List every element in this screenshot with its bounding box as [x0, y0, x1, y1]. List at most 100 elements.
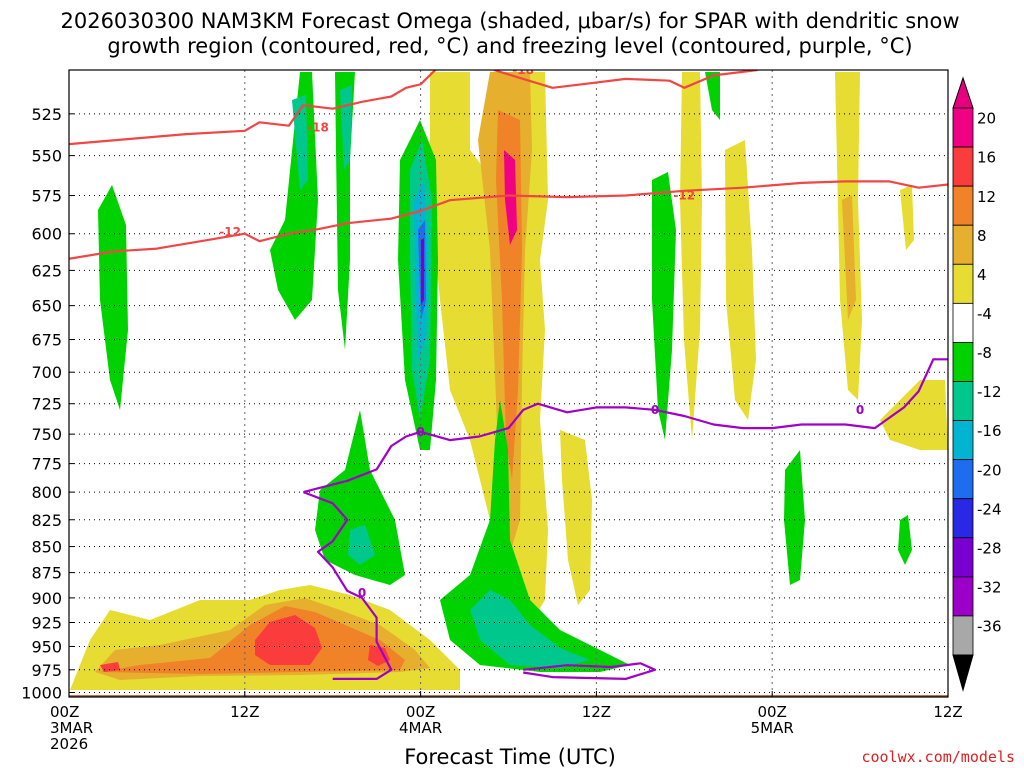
y-tick-label: 925: [31, 614, 62, 633]
colorbar-swatch: [952, 146, 974, 187]
contour-label: -12: [219, 225, 241, 239]
colorbar-tick-label: -12: [977, 383, 1002, 401]
colorbar-swatch: [952, 302, 974, 343]
contour-freezing-level-surface-: [523, 662, 657, 680]
omega-ascent-gold-late: [842, 195, 856, 320]
colorbar-swatch: [952, 381, 974, 421]
omega-low-level-red: [255, 615, 322, 665]
colorbar-swatch: [952, 615, 974, 656]
colorbar-tick-label: 4: [977, 266, 987, 284]
y-tick-label: 650: [31, 297, 62, 316]
y-tick-label: 850: [31, 538, 62, 557]
y-tick-label: 575: [31, 187, 62, 206]
chart-title-line-2: growth region (contoured, red, °C) and f…: [107, 34, 912, 58]
contour-label: 0: [651, 403, 659, 417]
contour-label: 0: [856, 403, 864, 417]
omega-descent-purple: [421, 238, 424, 305]
y-tick-label: 625: [31, 261, 62, 280]
omega-ascent-yellow-late-1: [680, 72, 702, 440]
omega-low-level-orange: [100, 606, 405, 674]
x-tick-label: 12Z: [582, 703, 611, 721]
contour-label: 0: [358, 586, 366, 600]
y-tick-label: 600: [31, 225, 62, 244]
colorbar-swatch: [952, 576, 974, 617]
omega-column-yellow-side: [560, 430, 592, 605]
y-axis: 525 550 575 600 625 650 675 700 725 750 775 800 825 8…: [21, 105, 74, 703]
colorbar-swatch: [952, 498, 974, 539]
omega-descent-teal-late-low: [470, 590, 590, 668]
y-tick-label: 725: [31, 395, 62, 414]
omega-ascent-yellow-late-2: [725, 140, 756, 420]
contour-label: -12: [673, 189, 695, 203]
x-tick-label: 00Z: [758, 703, 787, 721]
omega-descent-teal-low: [348, 525, 375, 565]
contour-label: -18: [307, 120, 329, 134]
colorbar-tick-label: -36: [977, 618, 1002, 636]
omega-descent-green-late-3: [705, 72, 720, 120]
colorbar-tick-label: -8: [977, 344, 992, 362]
colorbar: 20 16 12 8 4 -4 -8 -12 -16 -20 -24 -28 -32 -36: [952, 76, 1002, 692]
y-tick-label: 550: [31, 147, 62, 166]
ground-surface: [69, 695, 948, 697]
omega-ascent-yellow-late-5: [900, 185, 914, 250]
colorbar-tick-label: 12: [977, 188, 996, 206]
y-tick-label: 875: [31, 564, 62, 583]
x-tick-label: 00Z: [406, 703, 435, 721]
colorbar-tick-label: 20: [977, 110, 996, 128]
y-tick-label: 975: [31, 661, 62, 680]
omega-descent-green-late-4: [784, 450, 805, 585]
x-tick-label: 12Z: [230, 703, 259, 721]
y-tick-label: 825: [31, 511, 62, 530]
contour-freezing-level: [303, 358, 948, 494]
y-tick-label: 1000: [21, 684, 62, 703]
contour-label: -18: [512, 63, 534, 77]
y-tick-label: 775: [31, 455, 62, 474]
colorbar-bottom-arrow: [952, 654, 974, 692]
colorbar-swatch: [952, 420, 974, 461]
y-tick-label: 950: [31, 637, 62, 656]
contour-dendritic-top: [69, 70, 437, 146]
plot-area: -18 -18 -12 -12 0 0 0 0: [69, 63, 948, 697]
omega-column-magenta: [504, 150, 517, 245]
contour-dendritic-top-late-: [493, 70, 758, 89]
colorbar-tick-label: -4: [977, 305, 992, 323]
colorbar-tick-label: -24: [977, 500, 1002, 518]
omega-descent-green-low: [315, 410, 405, 585]
colorbar-tick-label: -32: [977, 579, 1002, 597]
colorbar-swatch: [952, 107, 974, 148]
y-tick-label: 750: [31, 425, 62, 444]
x-tick-label: 12Z: [933, 703, 962, 721]
y-tick-label: 700: [31, 363, 62, 382]
colorbar-tick-label: -28: [977, 539, 1002, 557]
omega-ascent-yellow-late-4: [880, 380, 948, 450]
colorbar-tick-label: -20: [977, 461, 1002, 479]
colorbar-swatch: [952, 185, 974, 226]
colorbar-top-arrow: [952, 76, 974, 109]
omega-descent-green-early-1: [98, 185, 128, 410]
contour-freezing-level-low-: [303, 491, 393, 680]
colorbar-tick-label: -16: [977, 422, 1002, 440]
colorbar-swatch: [952, 342, 974, 382]
colorbar-swatch: [952, 459, 974, 500]
omega-descent-teal-early: [292, 95, 308, 190]
x-tick-label: 00Z: [50, 703, 79, 721]
contours: -18 -18 -12 -12 0 0 0 0: [69, 63, 948, 680]
credit-text: coolwx.com/models: [861, 748, 1015, 766]
x-axis-label: Forecast Time (UTC): [404, 745, 616, 768]
x-tick-label: 3MAR: [50, 719, 93, 737]
y-tick-label: 525: [31, 105, 62, 124]
contour-label: 0: [416, 425, 424, 439]
colorbar-swatch: [952, 263, 974, 304]
contour-dendritic-bottom: [69, 180, 948, 260]
chart-title-line-1: 2026030300 NAM3KM Forecast Omega (shaded…: [60, 9, 959, 33]
colorbar-tick-label: 8: [977, 227, 987, 245]
omega-descent-green-late-5: [898, 515, 912, 565]
colorbar-swatch: [952, 224, 974, 265]
x-tick-label: 4MAR: [399, 719, 442, 737]
colorbar-tick-label: 16: [977, 149, 996, 167]
x-tick-label: 2026: [50, 735, 88, 753]
omega-low-level-red-2: [368, 645, 390, 666]
colorbar-swatch: [952, 537, 974, 578]
